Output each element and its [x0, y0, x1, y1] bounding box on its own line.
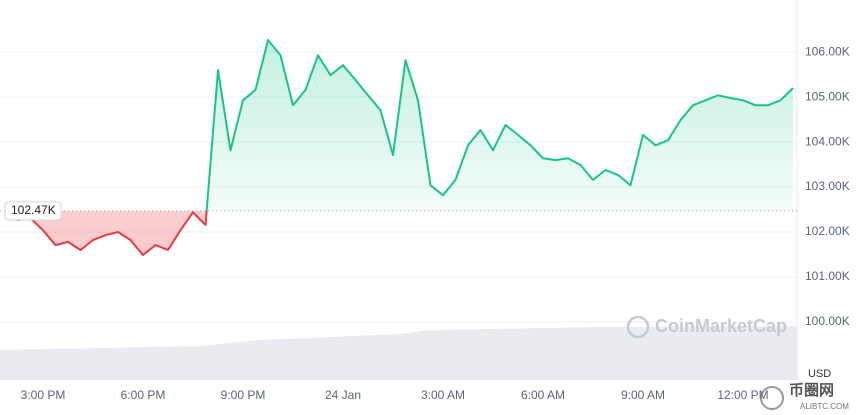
price-area [5, 40, 793, 255]
watermark: CoinMarketCap [655, 316, 787, 336]
corner-logo-name: 币圈网 [789, 382, 834, 399]
price-line [5, 39, 794, 256]
y-tick-label: 103.00K [805, 179, 850, 193]
x-tick-label: 3:00 AM [421, 388, 465, 402]
x-tick-label: 24 Jan [325, 388, 361, 402]
volume-area [0, 326, 797, 380]
x-tick-label: 6:00 PM [121, 388, 166, 402]
baseline-label-box [4, 201, 62, 221]
y-unit: USD [808, 368, 831, 380]
y-tick-label: 100.00K [805, 314, 850, 328]
y-tick-label: 105.00K [805, 89, 850, 103]
x-tick-label: 3:00 PM [21, 388, 66, 402]
corner-logo-url: ALIBTC.COM [800, 402, 849, 411]
x-tick-label: 6:00 AM [521, 388, 565, 402]
y-tick-label: 104.00K [805, 134, 850, 148]
y-tick-label: 106.00K [805, 44, 850, 58]
corner-logo-icon [760, 386, 784, 410]
watermark-logo [626, 315, 650, 339]
baseline-label: 102.47K [11, 203, 56, 217]
x-tick-label: 9:00 AM [621, 388, 665, 402]
y-tick-label: 101.00K [805, 269, 850, 283]
x-tick-label: 9:00 PM [221, 388, 266, 402]
x-tick-label: 12:00 PM [717, 388, 768, 402]
y-tick-label: 102.00K [805, 224, 850, 238]
